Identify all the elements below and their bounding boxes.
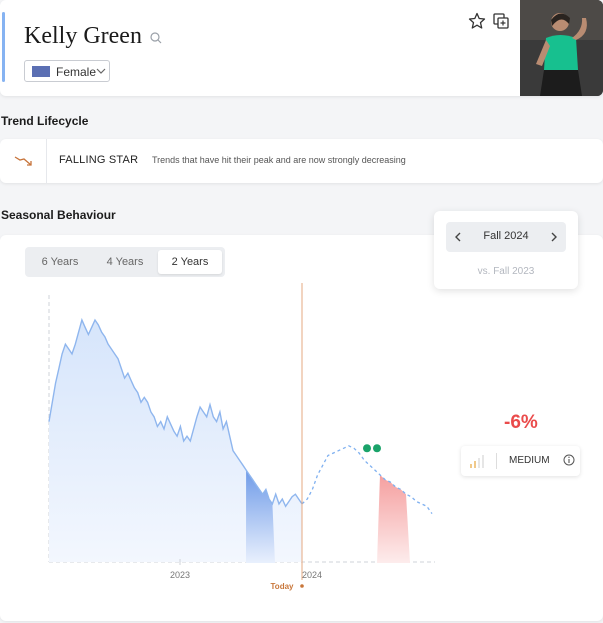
lifecycle-description: Trends that have hit their peak and are … <box>152 155 406 165</box>
header-accent-bar <box>2 12 5 82</box>
gender-select[interactable]: Female <box>24 60 110 82</box>
season-change-percent: -6% <box>504 412 538 433</box>
falling-trend-icon <box>14 156 32 166</box>
gender-flag-icon <box>32 66 50 77</box>
chevron-right-icon[interactable] <box>548 229 560 245</box>
info-icon[interactable] <box>563 454 575 466</box>
past-season-area <box>246 470 275 563</box>
add-to-board-icon[interactable] <box>492 12 510 30</box>
x-tick-label: 2023 <box>170 570 190 580</box>
seasonal-chart: 2023 2024 Today <box>48 283 435 591</box>
lifecycle-section-title: Trend Lifecycle <box>1 114 89 128</box>
lifecycle-name: FALLING STAR <box>59 154 139 166</box>
signal-strength-icon <box>470 455 484 468</box>
current-season-area <box>377 474 410 563</box>
trend-header-card: Kelly Green Female <box>0 0 603 96</box>
chevron-down-icon <box>96 68 106 74</box>
season-start-marker <box>373 444 381 453</box>
trend-title: Kelly Green <box>24 23 142 49</box>
star-icon[interactable] <box>468 12 486 30</box>
season-selector-card: Fall 2024 vs. Fall 2023 <box>434 211 578 289</box>
years-tab-group: 6 Years 4 Years 2 Years <box>25 247 225 277</box>
trend-photo <box>520 0 603 96</box>
search-icon[interactable] <box>150 32 162 44</box>
history-area <box>49 320 302 562</box>
forecast-line <box>301 445 433 514</box>
gender-label: Female <box>56 65 97 79</box>
lifecycle-icon-cell <box>0 139 47 183</box>
seasonal-section-title: Seasonal Behaviour <box>1 208 116 222</box>
tab-4-years[interactable]: 4 Years <box>106 256 144 268</box>
level-divider <box>496 453 497 469</box>
season-comparison: vs. Fall 2023 <box>477 266 535 277</box>
lifecycle-card: FALLING STAR Trends that have hit their … <box>0 139 603 183</box>
season-peak-marker <box>363 444 371 453</box>
today-dot <box>300 584 304 588</box>
season-label: Fall 2024 <box>483 230 529 242</box>
history-line <box>48 317 303 508</box>
level-badge: MEDIUM <box>461 446 580 476</box>
level-label: MEDIUM <box>509 455 550 466</box>
x-tick-label: 2024 <box>302 570 322 580</box>
chevron-left-icon[interactable] <box>452 229 464 245</box>
today-label: Today <box>271 582 295 591</box>
tab-2-years[interactable]: 2 Years <box>158 250 222 274</box>
tab-6-years[interactable]: 6 Years <box>41 256 79 268</box>
season-picker: Fall 2024 <box>446 222 566 252</box>
